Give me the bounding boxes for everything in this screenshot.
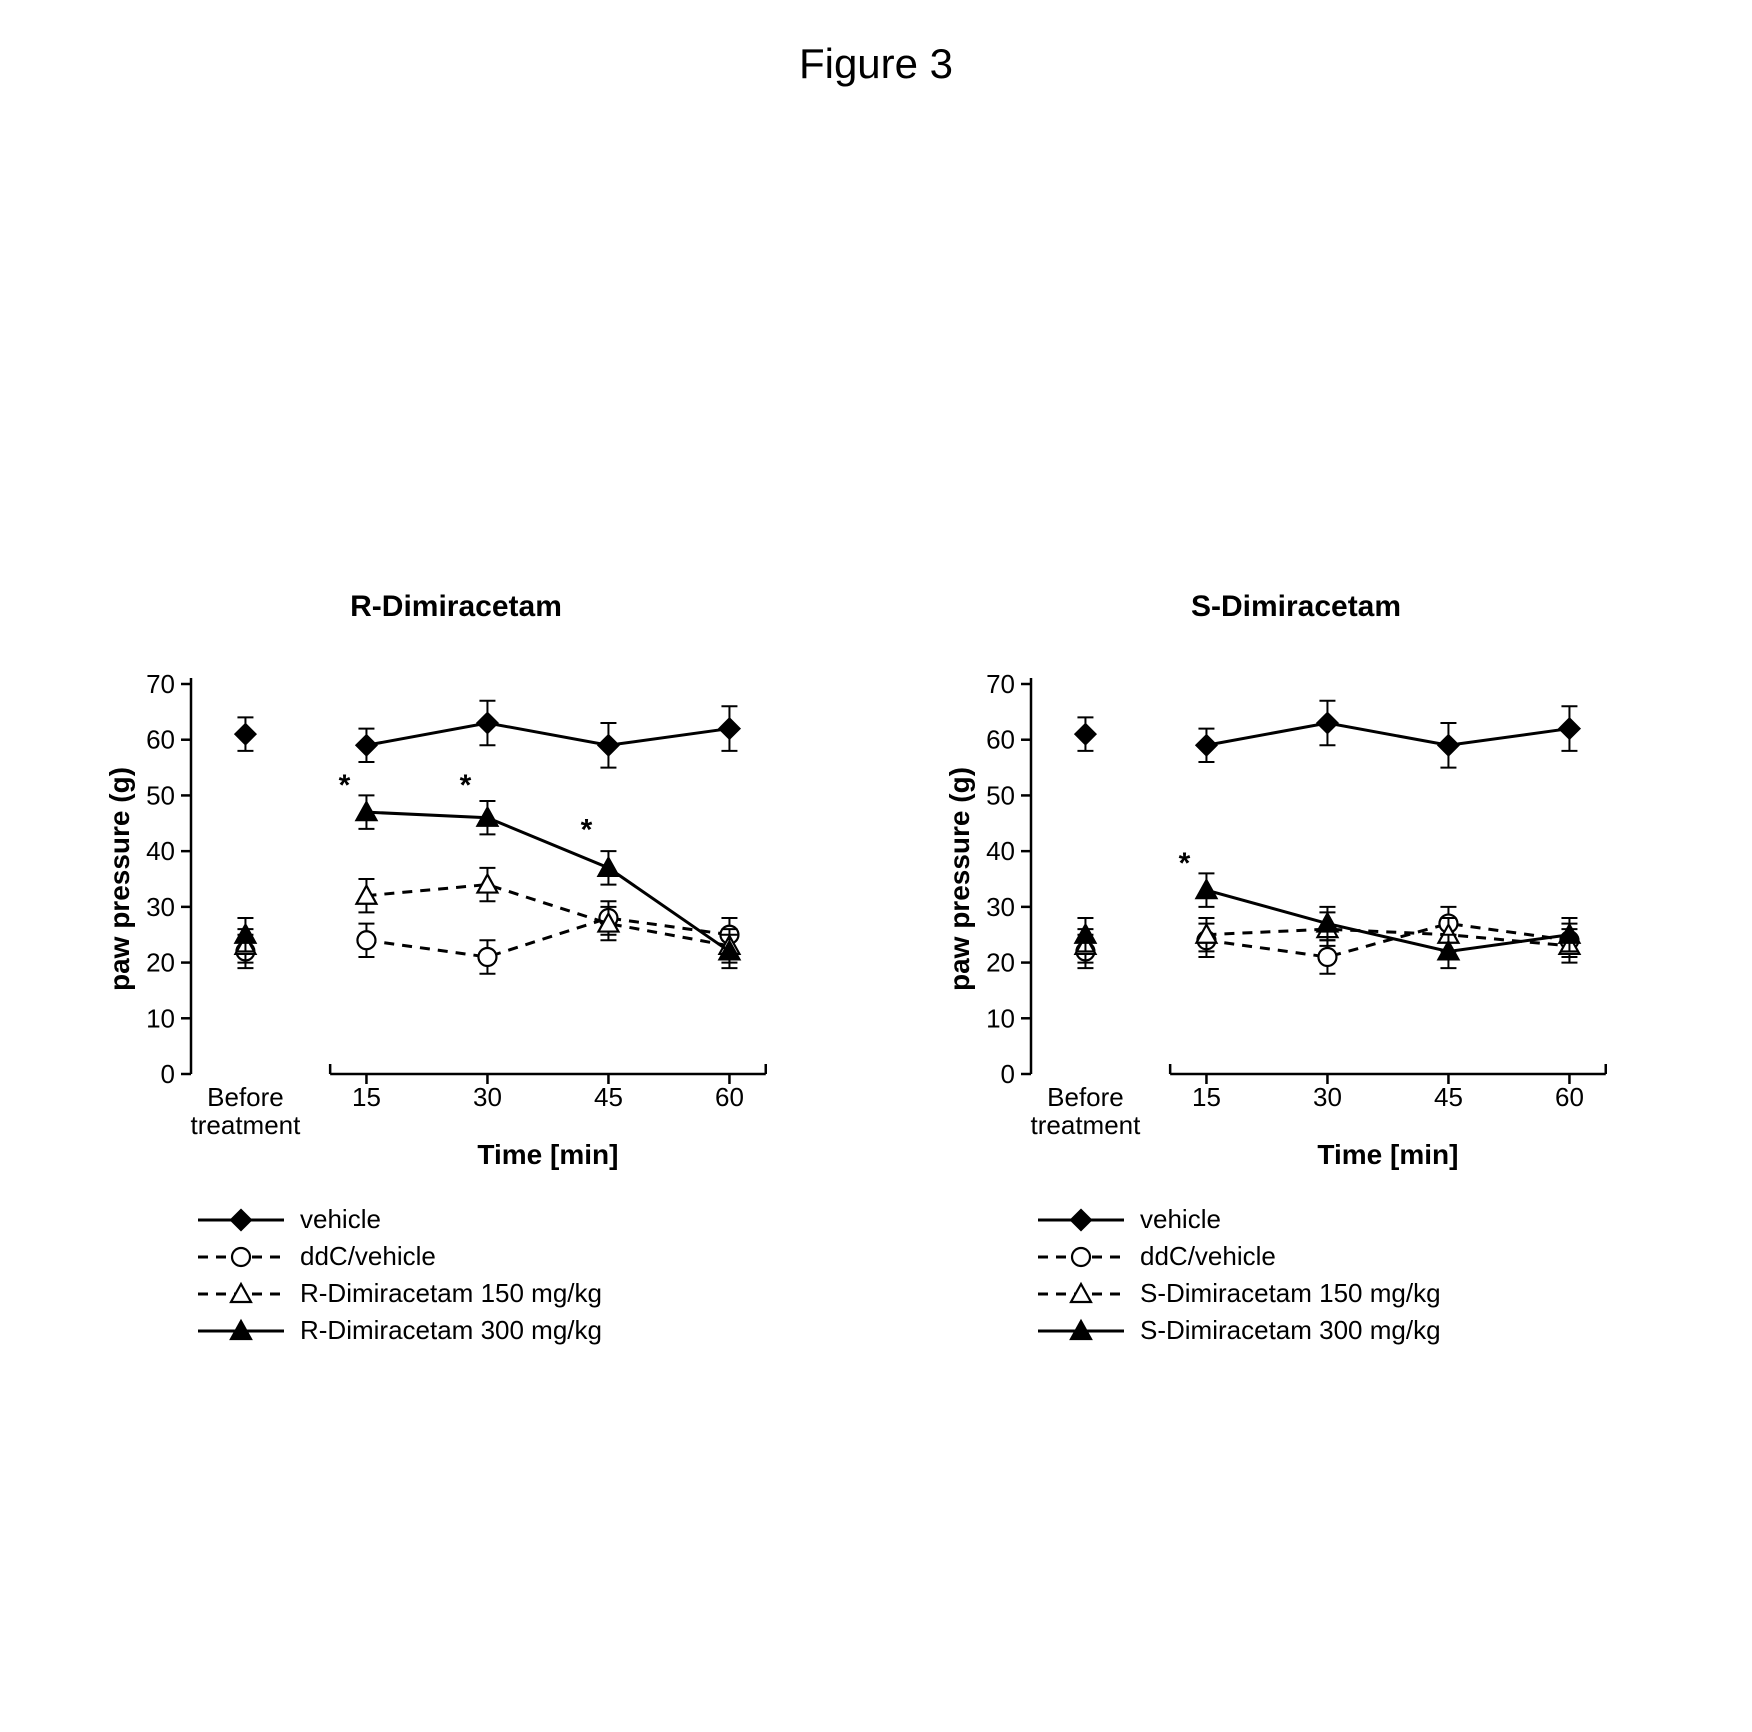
legend-label: S-Dimiracetam 150 mg/kg (1140, 1278, 1441, 1309)
legend-right: vehicle ddC/vehicle S-Dimiracetam 150 mg/k… (1036, 1204, 1656, 1346)
panels-row: R-Dimiracetam 0 10 20 30 40 50 60 70 paw pressur… (60, 590, 1692, 1352)
svg-text:20: 20 (146, 948, 175, 978)
svg-text:30: 30 (986, 892, 1015, 922)
legend-label: vehicle (300, 1204, 381, 1235)
legend-swatch (196, 1244, 286, 1270)
svg-text:70: 70 (986, 669, 1015, 699)
legend-item: S-Dimiracetam 300 mg/kg (1036, 1315, 1656, 1346)
svg-text:45: 45 (594, 1082, 623, 1112)
svg-text:Time [min]: Time [min] (1317, 1139, 1458, 1170)
svg-text:10: 10 (146, 1003, 175, 1033)
panel-right: S-Dimiracetam 0 10 20 30 40 50 60 70 paw pressur… (936, 590, 1656, 1352)
panel-right-chart: 0 10 20 30 40 50 60 70 paw pressure (g) Beforetre… (936, 664, 1656, 1184)
legend-item: ddC/vehicle (196, 1241, 816, 1272)
legend-label: vehicle (1140, 1204, 1221, 1235)
legend-swatch (196, 1207, 286, 1233)
legend-swatch (196, 1281, 286, 1307)
svg-text:40: 40 (146, 836, 175, 866)
svg-text:0: 0 (1001, 1059, 1015, 1089)
figure-title: Figure 3 (0, 40, 1752, 88)
legend-label: ddC/vehicle (1140, 1241, 1276, 1272)
chart-svg-left: 0 10 20 30 40 50 60 70 paw pressure (g) Beforetre… (96, 664, 816, 1184)
svg-text:60: 60 (986, 725, 1015, 755)
panel-left: R-Dimiracetam 0 10 20 30 40 50 60 70 paw pressur… (96, 590, 816, 1352)
svg-text:paw pressure (g): paw pressure (g) (944, 767, 975, 991)
svg-text:paw pressure (g): paw pressure (g) (104, 767, 135, 991)
svg-text:*: * (460, 769, 472, 802)
svg-text:Time [min]: Time [min] (477, 1139, 618, 1170)
legend-swatch (196, 1318, 286, 1344)
legend-item: S-Dimiracetam 150 mg/kg (1036, 1278, 1656, 1309)
page: Figure 3 R-Dimiracetam 0 10 20 30 40 50 60 70 pa… (0, 0, 1752, 1732)
svg-text:treatment: treatment (1031, 1110, 1142, 1140)
svg-text:70: 70 (146, 669, 175, 699)
svg-text:40: 40 (986, 836, 1015, 866)
legend-item: R-Dimiracetam 300 mg/kg (196, 1315, 816, 1346)
chart-svg-right: 0 10 20 30 40 50 60 70 paw pressure (g) Beforetre… (936, 664, 1656, 1184)
svg-text:20: 20 (986, 948, 1015, 978)
svg-text:50: 50 (146, 780, 175, 810)
legend-item: vehicle (1036, 1204, 1656, 1235)
svg-text:45: 45 (1434, 1082, 1463, 1112)
svg-text:50: 50 (986, 780, 1015, 810)
legend-item: R-Dimiracetam 150 mg/kg (196, 1278, 816, 1309)
svg-text:*: * (1179, 847, 1191, 880)
legend-label: S-Dimiracetam 300 mg/kg (1140, 1315, 1441, 1346)
svg-text:60: 60 (1555, 1082, 1584, 1112)
legend-left: vehicle ddC/vehicle R-Dimiracetam 150 mg/k… (196, 1204, 816, 1346)
svg-text:treatment: treatment (191, 1110, 302, 1140)
svg-text:0: 0 (161, 1059, 175, 1089)
svg-text:*: * (581, 814, 593, 847)
legend-swatch (1036, 1244, 1126, 1270)
svg-text:10: 10 (986, 1003, 1015, 1033)
svg-text:Before: Before (207, 1082, 284, 1112)
svg-text:15: 15 (1192, 1082, 1221, 1112)
legend-swatch (1036, 1281, 1126, 1307)
svg-text:30: 30 (1313, 1082, 1342, 1112)
legend-swatch (1036, 1207, 1126, 1233)
svg-text:60: 60 (715, 1082, 744, 1112)
panel-left-chart: 0 10 20 30 40 50 60 70 paw pressure (g) Beforetre… (96, 664, 816, 1184)
panel-left-title: R-Dimiracetam (96, 590, 816, 624)
svg-text:30: 30 (146, 892, 175, 922)
legend-swatch (1036, 1318, 1126, 1344)
legend-item: vehicle (196, 1204, 816, 1235)
svg-text:30: 30 (473, 1082, 502, 1112)
panel-right-title: S-Dimiracetam (936, 590, 1656, 624)
svg-text:Before: Before (1047, 1082, 1124, 1112)
legend-item: ddC/vehicle (1036, 1241, 1656, 1272)
svg-text:15: 15 (352, 1082, 381, 1112)
svg-text:60: 60 (146, 725, 175, 755)
legend-label: R-Dimiracetam 150 mg/kg (300, 1278, 602, 1309)
legend-label: R-Dimiracetam 300 mg/kg (300, 1315, 602, 1346)
legend-label: ddC/vehicle (300, 1241, 436, 1272)
svg-text:*: * (339, 769, 351, 802)
